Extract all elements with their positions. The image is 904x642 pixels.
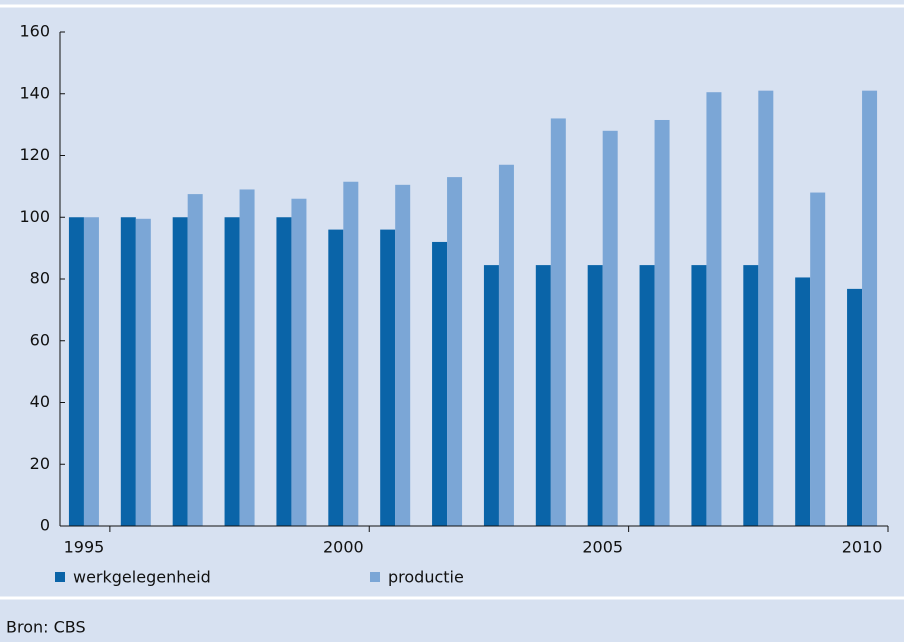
bar [795, 277, 811, 526]
bar [172, 217, 188, 526]
y-tick-label: 100 [19, 207, 50, 226]
bar [691, 265, 707, 526]
bar [343, 181, 359, 526]
bar [706, 92, 722, 527]
bar [654, 119, 670, 527]
bar [587, 265, 603, 526]
bar [380, 229, 396, 526]
bar [135, 218, 151, 526]
bar [83, 217, 99, 526]
bar [810, 192, 826, 527]
bar [187, 194, 203, 526]
bar [498, 164, 514, 526]
bar [847, 288, 863, 526]
legend-swatch [55, 572, 65, 582]
y-tick-label: 140 [19, 83, 50, 102]
legend-swatch [370, 572, 380, 582]
bar [639, 265, 655, 526]
bar [291, 198, 307, 526]
bar [120, 217, 136, 526]
bar [328, 229, 344, 526]
x-tick-label: 1995 [64, 538, 105, 557]
bar [535, 265, 551, 526]
y-tick-label: 120 [19, 145, 50, 164]
bar [862, 90, 878, 526]
bar [447, 177, 463, 527]
y-tick-label: 20 [30, 454, 50, 473]
bar [276, 217, 292, 526]
bar [550, 118, 566, 526]
bar [68, 217, 84, 526]
y-tick-label: 0 [40, 516, 50, 535]
x-tick-label: 2000 [323, 538, 364, 557]
y-tick-label: 40 [30, 392, 50, 411]
bar [483, 265, 499, 526]
y-tick-label: 80 [30, 269, 50, 288]
legend-label: productie [388, 568, 464, 587]
bar [758, 90, 774, 526]
bar [432, 241, 448, 526]
legend-label: werkgelegenheid [73, 568, 211, 587]
bar [395, 184, 411, 527]
x-tick-label: 2010 [842, 538, 883, 557]
bar [743, 265, 759, 526]
bar [602, 130, 618, 527]
y-tick-label: 60 [30, 330, 50, 349]
bar [239, 189, 255, 526]
x-tick-label: 2005 [582, 538, 623, 557]
y-tick-label: 160 [19, 22, 50, 41]
bar [224, 217, 240, 526]
source: Bron: CBS [6, 618, 86, 637]
